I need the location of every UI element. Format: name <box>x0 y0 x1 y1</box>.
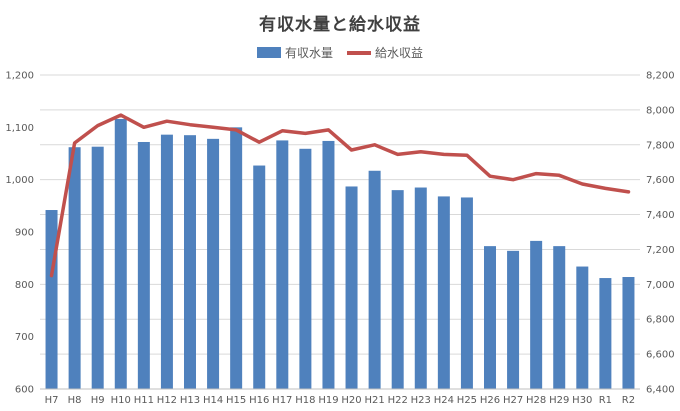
bar <box>368 170 381 389</box>
x-axis-tick-label: H8 <box>68 395 82 406</box>
x-axis-tick-label: H16 <box>249 395 269 406</box>
line-series-revenue <box>49 113 631 278</box>
legend-swatch-bar <box>256 47 281 58</box>
right-axis-tick-label: 6,400 <box>646 385 675 396</box>
x-axis-tick-label: H9 <box>91 395 105 406</box>
x-axis-tick-label: R1 <box>599 395 612 406</box>
bar <box>622 277 635 389</box>
right-axis-tick-label: 8,200 <box>646 71 675 82</box>
left-axis-tick-label: 900 <box>15 228 34 239</box>
chart-legend: 有収水量 給水収益 <box>0 44 680 61</box>
x-axis-tick-label: H24 <box>434 395 454 406</box>
x-axis-tick-label: H30 <box>572 395 592 406</box>
bar <box>207 138 220 389</box>
right-axis-tick-label: 7,600 <box>646 175 675 186</box>
legend-label-bar: 有収水量 <box>284 46 333 60</box>
right-axis-tick-label: 7,000 <box>646 280 675 291</box>
x-axis-tick-label: H14 <box>203 395 223 406</box>
bar <box>484 246 496 389</box>
legend-item-line: 給水収益 <box>347 44 423 61</box>
bar <box>553 246 566 389</box>
bar <box>414 187 427 389</box>
bar <box>45 210 58 389</box>
bar <box>230 127 243 389</box>
bar <box>391 190 404 389</box>
bar <box>322 140 335 389</box>
x-axis-tick-label: H22 <box>388 395 408 406</box>
right-axis-tick-label: 7,200 <box>646 245 675 256</box>
x-axis-tick-label: H27 <box>503 395 523 406</box>
left-axis-tick-label: 600 <box>15 385 34 396</box>
bar <box>184 135 196 389</box>
left-axis-tick-label: 1,200 <box>5 71 34 82</box>
right-axis-tick-label: 6,800 <box>646 315 675 326</box>
left-axis-tick-label: 800 <box>15 280 34 291</box>
right-axis-tick-label: 7,400 <box>646 210 675 221</box>
x-axis-tick-label: H26 <box>480 395 500 406</box>
x-axis-tick-label: H7 <box>45 395 59 406</box>
bar <box>530 240 543 389</box>
right-axis-tick-label: 7,800 <box>646 140 675 151</box>
left-axis-tick-label: 1,000 <box>5 175 34 186</box>
x-axis-tick-label: H18 <box>295 395 315 406</box>
bar <box>345 186 358 389</box>
bar <box>276 140 289 389</box>
bar <box>91 146 104 389</box>
bar <box>160 134 173 389</box>
bar <box>437 196 450 389</box>
legend-label-line: 給水収益 <box>375 46 424 60</box>
right-axis-tick-label: 6,600 <box>646 350 675 361</box>
bar <box>114 118 127 390</box>
x-axis-tick-label: H25 <box>457 395 477 406</box>
bar <box>299 148 312 389</box>
chart-title: 有収水量と給水収益 <box>259 15 421 35</box>
x-axis-tick-label: H13 <box>180 395 200 406</box>
x-axis-tick-label: H19 <box>318 395 338 406</box>
x-axis-tick-label: H11 <box>134 395 154 406</box>
x-axis-tick-label: H15 <box>226 395 246 406</box>
bar <box>507 250 520 389</box>
x-axis-tick-label: H21 <box>364 395 384 406</box>
x-axis-tick-label: R2 <box>622 395 635 406</box>
x-axis-tick-label: H10 <box>111 395 131 406</box>
bar <box>253 165 266 389</box>
legend-swatch-line <box>347 50 371 55</box>
x-axis-tick-label: H20 <box>341 395 361 406</box>
x-axis-tick-label: H28 <box>526 395 546 406</box>
bar <box>599 278 612 389</box>
x-axis-tick-label: H29 <box>549 395 569 406</box>
left-axis-tick-label: 700 <box>15 332 34 343</box>
bar <box>68 147 81 389</box>
right-axis-tick-label: 8,000 <box>646 105 675 116</box>
x-axis-tick-label: H17 <box>272 395 292 406</box>
left-axis-tick-label: 1,100 <box>5 123 34 134</box>
bar <box>137 141 150 389</box>
bar <box>460 197 473 389</box>
x-axis-tick-label: H12 <box>157 395 177 406</box>
bar <box>576 266 589 389</box>
legend-item-bar: 有収水量 <box>256 44 333 61</box>
x-axis-tick-label: H23 <box>411 395 431 406</box>
